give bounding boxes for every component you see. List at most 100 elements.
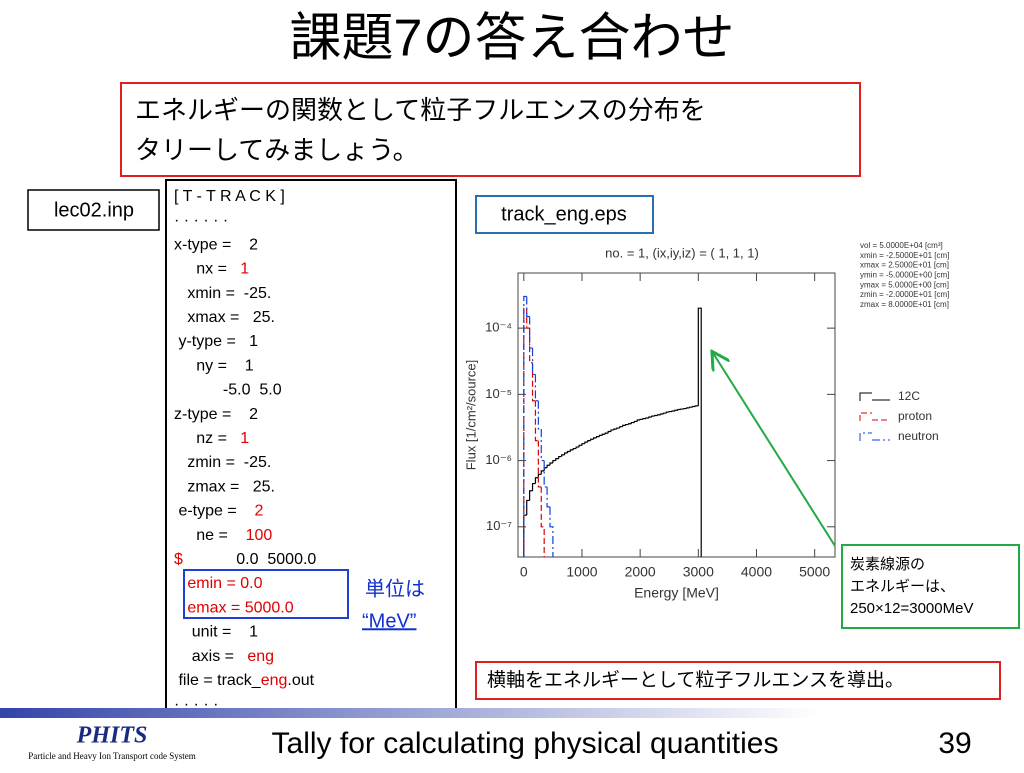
y-axis-label: Flux [1/cm²/source] [463, 360, 478, 471]
hist-bin [617, 428, 620, 429]
input-line: ny = 1 [174, 358, 254, 375]
hist-bin [649, 417, 652, 418]
hist-bin [541, 487, 544, 557]
x-tick-label: 5000 [799, 564, 830, 580]
input-segment: eng [261, 672, 288, 689]
hist-bin [698, 308, 701, 557]
chart-info: zmin = -2.0000E+01 [cm] [860, 290, 949, 299]
legend-swatch [860, 433, 890, 441]
input-segment: nx = [174, 261, 240, 278]
footer-bar [0, 708, 1024, 718]
chart-info: ymax = 5.0000E+00 [cm] [860, 280, 949, 289]
input-segment: unit = 1 [174, 624, 258, 641]
y-tick-label: 10⁻⁴ [485, 320, 512, 335]
hist-bin [640, 419, 643, 420]
hist-bin [579, 445, 582, 447]
hist-bin [678, 410, 681, 411]
input-line: z-type = 2 [174, 406, 258, 423]
hist-bin [608, 431, 611, 433]
input-segment: x-type = 2 [174, 237, 258, 254]
hist-bin [614, 429, 617, 430]
hist-bin [594, 438, 597, 439]
hist-bin [588, 441, 591, 442]
hist-bin [646, 418, 649, 419]
x-axis-label: Energy [MeV] [634, 585, 719, 601]
page-number: 39 [938, 727, 971, 760]
hist-bin [602, 434, 605, 435]
hist-bin [597, 437, 600, 438]
input-line: axis = eng [174, 648, 274, 665]
input-line: e-type = 2 [174, 503, 263, 520]
input-segment: e-type = [174, 503, 254, 520]
input-segment: ny = 1 [174, 358, 254, 375]
hist-bin [585, 442, 588, 444]
hist-bin [669, 412, 672, 413]
hist-bin [605, 433, 608, 434]
x-tick-label: 1000 [566, 564, 597, 580]
input-line: -5.0 5.0 [174, 382, 282, 399]
hist-bin [637, 420, 640, 421]
hist-bin [658, 415, 661, 416]
input-line: ne = 100 [174, 527, 272, 544]
hist-bin [643, 419, 646, 420]
hist-bin [533, 348, 536, 374]
hist-bin [530, 491, 533, 501]
hist-bin [692, 407, 695, 408]
input-segment: xmin = -25. [174, 285, 271, 302]
hist-bin [527, 500, 530, 515]
hist-bin [620, 427, 623, 428]
hist-bin [573, 449, 576, 450]
hist-bin [655, 415, 658, 416]
input-segment: 100 [246, 527, 273, 544]
legend-label: neutron [898, 429, 939, 443]
x-tick-label: 4000 [741, 564, 772, 580]
chart-info: zmax = 8.0000E+01 [cm] [860, 300, 949, 309]
hist-bin [550, 463, 553, 465]
hist-bin [661, 414, 664, 415]
x-tick-label: 2000 [625, 564, 656, 580]
hist-bin [666, 412, 669, 413]
hist-bin [533, 484, 536, 491]
input-segment: zmin = -25. [174, 454, 271, 471]
y-tick-label: 10⁻⁵ [485, 386, 512, 401]
input-segment: emin = 0.0 [174, 575, 263, 592]
input-segment: y-type = 1 [174, 333, 258, 350]
hist-bin [559, 457, 562, 459]
input-line: x-type = 2 [174, 237, 258, 254]
hist-bin [538, 401, 541, 429]
hist-bin [599, 435, 602, 436]
input-line: [ T - T R A C K ] [174, 188, 285, 205]
hist-bin [591, 439, 594, 440]
chart-info: ymin = -5.0000E+00 [cm] [860, 271, 949, 280]
input-line: nz = 1 [174, 430, 249, 447]
input-segment: .out [287, 672, 314, 689]
input-segment: zmax = 25. [174, 479, 275, 496]
task-text: タリーしてみましょう。 [135, 135, 419, 165]
input-line: zmax = 25. [174, 479, 275, 496]
chart-title: no. = 1, (ix,iy,iz) = ( 1, 1, 1) [605, 245, 759, 260]
hist-bin [547, 465, 550, 467]
input-line: zmin = -25. [174, 454, 271, 471]
input-segment: 0.0 5000.0 [183, 551, 317, 568]
input-segment: ne = [174, 527, 246, 544]
input-segment: emax = 5000.0 [174, 600, 294, 617]
file-label: track_eng.eps [501, 203, 627, 225]
legend-swatch [860, 413, 890, 421]
hist-bin [631, 423, 634, 424]
input-label: lec02.inp [54, 199, 134, 221]
y-tick-label: 10⁻⁷ [486, 518, 512, 533]
hist-bin [623, 425, 626, 426]
logo: PHITS [76, 723, 148, 749]
input-segment: eng [247, 648, 274, 665]
input-line: y-type = 1 [174, 333, 258, 350]
task-text: エネルギーの関数として粒子フルエンスの分布を [135, 95, 706, 125]
input-line: file = track_eng.out [174, 672, 315, 689]
footer-subtitle: Tally for calculating physical quantitie… [272, 727, 779, 760]
hist-bin [611, 430, 614, 432]
hist-bin [629, 424, 632, 425]
annotation-text: エネルギーは、 [850, 578, 955, 595]
hist-bin [690, 407, 693, 408]
logo-sub: Particle and Heavy Ion Transport code Sy… [28, 751, 195, 761]
legend-label: 12C [898, 389, 920, 403]
hist-bin [675, 410, 678, 411]
